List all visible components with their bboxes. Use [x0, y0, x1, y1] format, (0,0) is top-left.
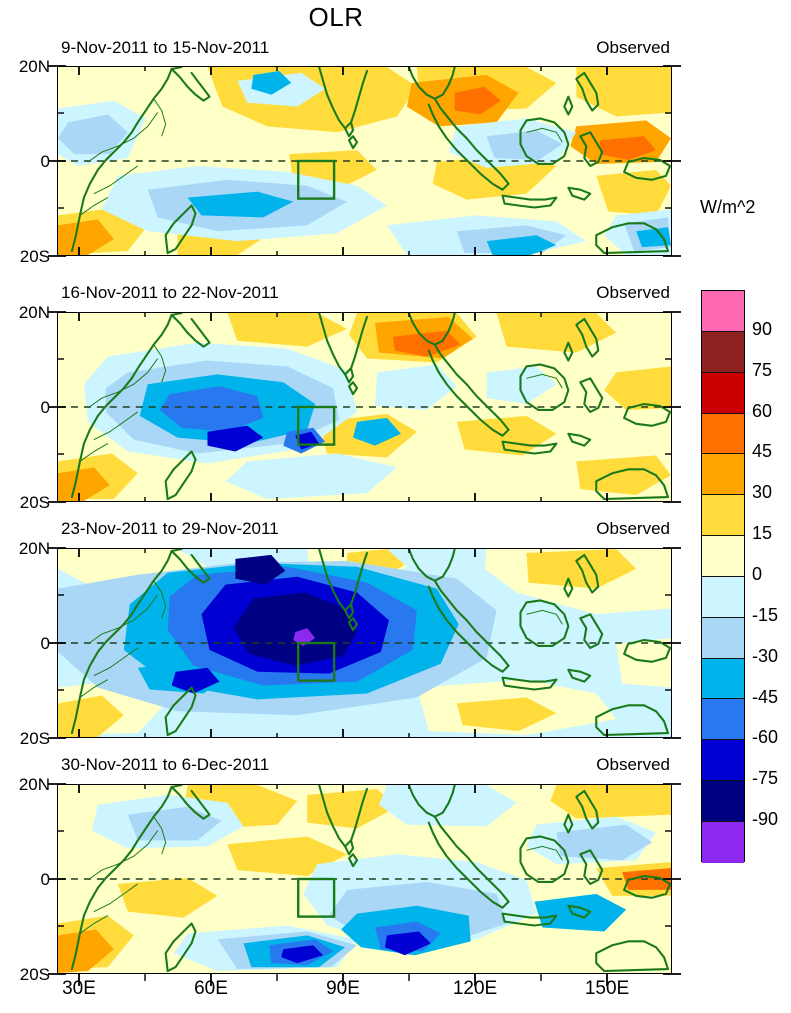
panel-header-4: 30-Nov-2011 to 6-Dec-2011 Observed [57, 755, 672, 777]
panel-source-4: Observed [596, 755, 670, 774]
colorbar-tick-30: 30 [752, 482, 773, 503]
map-panel-1 [57, 66, 672, 256]
x-tick-120e: 120E [452, 978, 498, 999]
colorbar-band-0 [702, 291, 744, 332]
colorbar-tick-neg15: -15 [752, 604, 779, 625]
colorbar-band-2 [702, 372, 744, 414]
panel-header-2: 16-Nov-2011 to 22-Nov-2011 Observed [57, 283, 672, 305]
panel-header-3: 23-Nov-2011 to 29-Nov-2011 Observed [57, 519, 672, 541]
colorbar-band-10 [702, 699, 744, 741]
x-tick-60e: 60E [194, 978, 228, 999]
map-3-contours [58, 549, 671, 737]
map-panel-2 [57, 312, 672, 502]
y-tick-20n-p1: 20N [18, 57, 50, 76]
colorbar-tick-0: 0 [752, 564, 763, 584]
y-tick-20n-p3: 20N [18, 539, 50, 558]
panel-date-3: 23-Nov-2011 to 29-Nov-2011 [61, 519, 279, 538]
colorbar [701, 290, 745, 863]
colorbar-tick-neg75: -75 [752, 768, 779, 789]
colorbar-tick-15: 15 [752, 523, 773, 544]
colorbar-band-8 [702, 617, 744, 659]
colorbar-band-6 [702, 536, 744, 577]
colorbar-tick-45: 45 [752, 441, 773, 462]
y-tick-20s-p1: 20S [19, 247, 50, 266]
colorbar-band-13 [702, 821, 744, 863]
map-4-contours [58, 785, 671, 973]
y-tick-0-p1: 0 [40, 152, 50, 171]
colorbar-band-5 [702, 495, 744, 537]
colorbar-tick-75: 75 [752, 359, 773, 380]
colorbar-tick-60: 60 [752, 400, 773, 421]
panel-source-3: Observed [596, 519, 670, 538]
panel-date-4: 30-Nov-2011 to 6-Dec-2011 [61, 755, 270, 774]
colorbar-tick-neg60: -60 [752, 727, 779, 748]
y-tick-20s-p4: 20S [19, 965, 50, 984]
colorbar-band-9 [702, 658, 744, 700]
colorbar-band-4 [702, 454, 744, 496]
y-tick-20s-p3: 20S [19, 729, 50, 748]
panel-date-2: 16-Nov-2011 to 22-Nov-2011 [61, 283, 279, 302]
map-panel-4 [57, 784, 672, 974]
y-tick-0-p2: 0 [40, 398, 50, 417]
figure-title: OLR [308, 2, 364, 32]
colorbar-tick-90: 90 [752, 318, 773, 339]
y-tick-0-p4: 0 [40, 870, 50, 889]
panel-source-1: Observed [596, 38, 670, 57]
y-tick-20n-p2: 20N [18, 303, 50, 322]
x-tick-150e: 150E [584, 978, 630, 999]
panel-date-1: 9-Nov-2011 to 15-Nov-2011 [61, 38, 270, 57]
map-1-contours [58, 67, 671, 255]
colorbar-unit-label: W/m^2 [700, 197, 756, 217]
x-tick-30e: 30E [62, 978, 96, 999]
colorbar-tick-neg30: -30 [752, 645, 779, 666]
map-panel-3 [57, 548, 672, 738]
colorbar-band-3 [702, 413, 744, 455]
x-tick-90e: 90E [326, 978, 360, 999]
map-2-contours [58, 313, 671, 501]
colorbar-tick-neg45: -45 [752, 686, 779, 707]
colorbar-tick-neg90: -90 [752, 809, 779, 830]
panel-source-2: Observed [596, 283, 670, 302]
colorbar-band-1 [702, 331, 744, 373]
y-tick-20n-p4: 20N [18, 775, 50, 794]
colorbar-band-11 [702, 740, 744, 782]
y-tick-0-p3: 0 [40, 634, 50, 653]
colorbar-band-12 [702, 781, 744, 822]
y-tick-20s-p2: 20S [19, 493, 50, 512]
colorbar-band-7 [702, 576, 744, 618]
panel-header-1: 9-Nov-2011 to 15-Nov-2011 Observed [57, 38, 672, 60]
